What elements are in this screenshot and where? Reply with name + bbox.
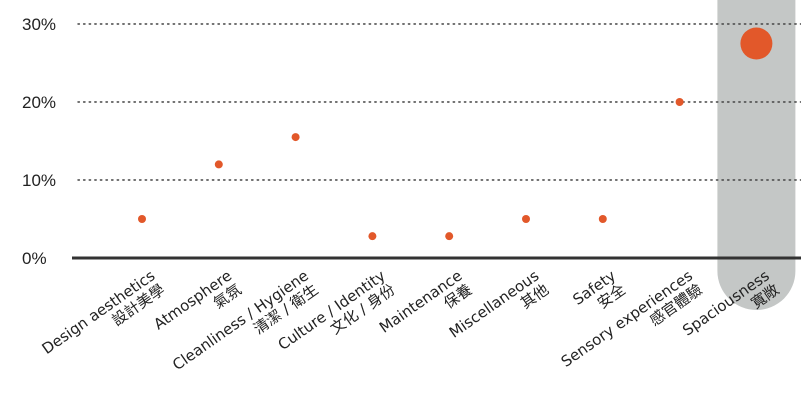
highlight-band (717, 0, 796, 310)
x-category-label-line1: Sensory experiences (558, 266, 696, 370)
data-point (291, 133, 300, 142)
data-point (368, 232, 377, 241)
highlight-point (740, 27, 773, 60)
y-tick-label: 30% (22, 15, 56, 34)
label-layer: Design aesthetics設計美學Atmosphere氣氛Cleanli… (39, 266, 783, 374)
y-tick-label: 0% (22, 249, 47, 268)
point-layer (138, 27, 773, 241)
data-point (138, 215, 146, 223)
data-point (214, 160, 223, 169)
x-category-label-line1: Cleanliness / Hygiene (169, 267, 312, 374)
grid-layer (77, 23, 801, 181)
y-tick-label: 10% (22, 171, 56, 190)
data-point (598, 215, 607, 223)
axis-layer: 0% 10% 20% 30% (22, 15, 801, 268)
data-point (675, 98, 684, 106)
y-tick-label: 20% (22, 93, 56, 112)
data-point (522, 215, 530, 223)
highlight-band-layer (717, 0, 796, 310)
data-point (445, 232, 454, 241)
